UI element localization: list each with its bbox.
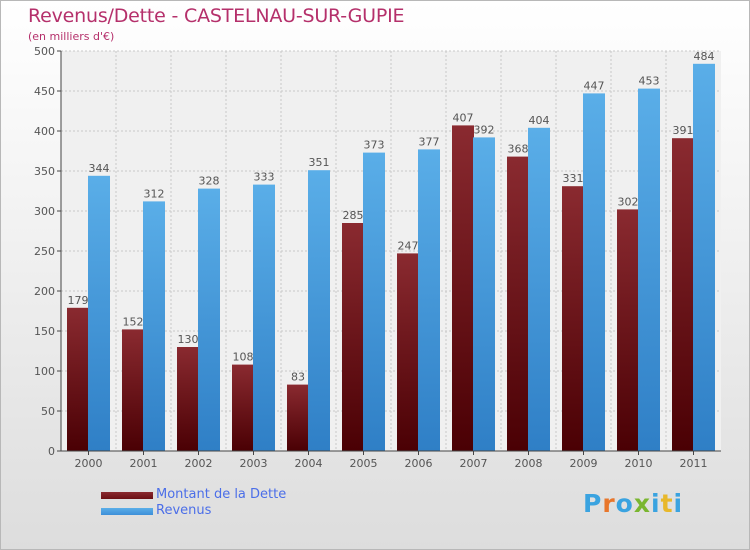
logo-letter: x bbox=[633, 489, 651, 518]
data-label-debt: 179 bbox=[68, 294, 89, 307]
data-label-debt: 285 bbox=[343, 209, 364, 222]
legend-swatch-debt bbox=[101, 492, 153, 499]
y-tick-label: 300 bbox=[34, 205, 55, 218]
x-tick-label: 2000 bbox=[75, 457, 103, 470]
bar-revenus bbox=[528, 127, 550, 452]
bar-debt bbox=[67, 307, 89, 451]
logo-letter: o bbox=[615, 489, 634, 518]
bar-debt bbox=[122, 329, 144, 451]
chart-subtitle: (en milliers d'€) bbox=[28, 30, 115, 43]
y-tick-label: 500 bbox=[34, 45, 55, 58]
x-tick-label: 2011 bbox=[680, 457, 708, 470]
bar-revenus bbox=[693, 63, 715, 452]
proxiti-logo: Proxiti bbox=[583, 489, 683, 518]
bar-debt bbox=[617, 209, 639, 451]
data-label-debt: 368 bbox=[508, 143, 529, 156]
bar-layer bbox=[67, 63, 715, 452]
bar-revenus bbox=[418, 149, 440, 451]
x-tick-label: 2004 bbox=[295, 457, 323, 470]
y-tick-label: 150 bbox=[34, 325, 55, 338]
bar-revenus bbox=[638, 88, 660, 451]
x-tick-label: 2003 bbox=[240, 457, 268, 470]
x-tick-label: 2010 bbox=[625, 457, 653, 470]
data-label-debt: 108 bbox=[233, 351, 254, 364]
logo-letter: P bbox=[583, 489, 603, 518]
data-label-debt: 391 bbox=[673, 124, 694, 137]
bar-debt bbox=[397, 253, 419, 451]
data-label-debt: 331 bbox=[563, 172, 584, 185]
x-tick-label: 2001 bbox=[130, 457, 158, 470]
y-tick-label: 0 bbox=[48, 445, 55, 458]
bar-debt bbox=[287, 384, 309, 451]
label-layer: 179 344 152 312 130 328 108 333 83 351 285 373 247 37… bbox=[68, 50, 715, 384]
bar-debt bbox=[177, 347, 199, 451]
bar-revenus bbox=[88, 175, 110, 452]
data-label-debt: 247 bbox=[398, 239, 419, 252]
data-label-revenus: 447 bbox=[584, 79, 605, 92]
logo-letter: r bbox=[602, 489, 616, 518]
x-tick-label: 2005 bbox=[350, 457, 378, 470]
data-label-revenus: 373 bbox=[364, 139, 385, 152]
data-label-revenus: 333 bbox=[254, 171, 275, 184]
data-label-revenus: 344 bbox=[89, 162, 110, 175]
y-tick-label: 400 bbox=[34, 125, 55, 138]
bar-revenus bbox=[143, 201, 165, 451]
legend-swatch-revenus bbox=[101, 508, 153, 515]
bar-debt bbox=[232, 364, 254, 451]
data-label-revenus: 453 bbox=[639, 75, 660, 88]
logo-letter: t bbox=[660, 489, 674, 518]
bar-revenus bbox=[363, 152, 385, 451]
bar-debt bbox=[507, 156, 529, 451]
bar-revenus bbox=[308, 170, 330, 451]
y-tick-label: 250 bbox=[34, 245, 55, 258]
data-label-revenus: 351 bbox=[309, 156, 330, 169]
bar-debt bbox=[342, 223, 364, 451]
data-label-revenus: 404 bbox=[529, 114, 550, 127]
grid-layer bbox=[61, 50, 721, 451]
data-label-revenus: 312 bbox=[144, 187, 165, 200]
data-label-debt: 130 bbox=[178, 333, 199, 346]
logo-letter: i bbox=[651, 489, 661, 518]
x-tick-label: 2002 bbox=[185, 457, 213, 470]
data-label-debt: 83 bbox=[291, 371, 305, 384]
data-label-debt: 152 bbox=[123, 315, 144, 328]
data-label-revenus: 377 bbox=[419, 135, 440, 148]
data-label-revenus: 328 bbox=[199, 175, 220, 188]
axis-layer: 0 50 100 150 200 250 300 350 400 450 500 2000 2001 20… bbox=[34, 45, 721, 470]
y-tick-label: 450 bbox=[34, 85, 55, 98]
data-label-debt: 302 bbox=[618, 195, 639, 208]
data-label-revenus: 484 bbox=[694, 50, 715, 63]
x-tick-label: 2006 bbox=[405, 457, 433, 470]
x-tick-label: 2009 bbox=[570, 457, 598, 470]
data-label-revenus: 392 bbox=[474, 123, 495, 136]
x-tick-label: 2007 bbox=[460, 457, 488, 470]
bar-debt bbox=[452, 125, 474, 452]
chart-title: Revenus/Dette - CASTELNAU-SUR-GUPIE bbox=[28, 5, 405, 27]
bar-revenus bbox=[473, 137, 495, 451]
y-tick-label: 50 bbox=[41, 405, 55, 418]
bar-revenus bbox=[583, 93, 605, 452]
bar-debt bbox=[672, 138, 694, 451]
bar-revenus bbox=[198, 188, 220, 451]
y-tick-label: 350 bbox=[34, 165, 55, 178]
logo-letter: i bbox=[673, 489, 684, 518]
bar-revenus bbox=[253, 184, 275, 451]
bar-debt bbox=[562, 186, 584, 451]
y-tick-label: 200 bbox=[34, 285, 55, 298]
y-tick-label: 100 bbox=[34, 365, 55, 378]
x-tick-label: 2008 bbox=[515, 457, 543, 470]
legend-label-debt: Montant de la Dette bbox=[156, 487, 287, 502]
data-label-debt: 407 bbox=[453, 111, 474, 124]
legend-label-revenus: Revenus bbox=[156, 503, 212, 518]
